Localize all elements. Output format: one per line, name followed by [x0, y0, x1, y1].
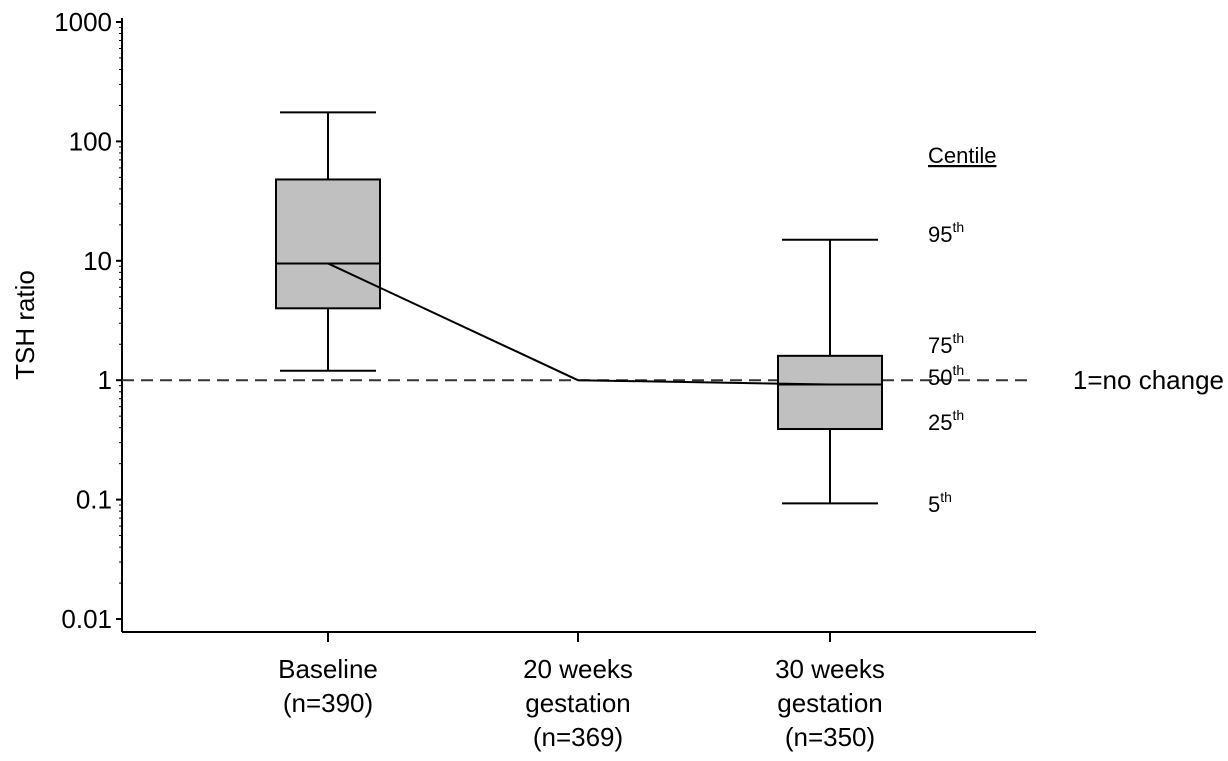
y-tick-label: 1 [98, 365, 112, 395]
x-category-label-line: (n=350) [785, 722, 875, 752]
centile-number: 25 [928, 410, 952, 435]
x-category-label-line: (n=369) [533, 722, 623, 752]
y-tick-label: 1000 [54, 7, 112, 37]
x-category-label-line: Baseline [278, 654, 378, 684]
centile-suffix: th [952, 330, 964, 346]
centile-suffix: th [952, 219, 964, 235]
median-trend-line-group [327, 262, 831, 386]
legend-centile-label: 5th [928, 489, 952, 517]
legend-centile-label: 25th [928, 407, 964, 435]
centile-number: 5 [928, 492, 940, 517]
x-category-label-line: 30 weeks [775, 654, 885, 684]
legend-centile-label: 75th [928, 330, 964, 358]
reference-line-group: 1=no change [122, 365, 1224, 395]
centile-suffix: th [940, 489, 952, 505]
y-tick-label: 100 [69, 126, 112, 156]
box-2 [777, 238, 883, 505]
legend-centile-label: 50th [928, 362, 964, 390]
median-trend-line [327, 262, 831, 386]
centile-number: 95 [928, 222, 952, 247]
box-0 [275, 111, 381, 372]
centile-suffix: th [952, 362, 964, 378]
x-category-label-line: 20 weeks [523, 654, 633, 684]
y-tick-label: 0.1 [76, 485, 112, 515]
legend-title: Centile [928, 143, 996, 168]
centile-number: 50 [928, 365, 952, 390]
x-axis-category-labels: Baseline (n=390) 20 weeks gestation (n=369) 3… [278, 654, 885, 752]
x-category-label-line: (n=390) [283, 688, 373, 718]
reference-line-label: 1=no change [1073, 365, 1224, 395]
axes: 0.01 0.1 1 10 100 1000 [54, 7, 1036, 642]
interquartile-box [777, 354, 883, 431]
x-category-label-line: gestation [777, 688, 883, 718]
y-axis-label: TSH ratio [10, 270, 40, 380]
centile-number: 75 [928, 333, 952, 358]
interquartile-box [275, 178, 381, 310]
y-tick-label: 10 [83, 246, 112, 276]
y-tick-label: 0.01 [61, 604, 112, 634]
boxes [275, 111, 883, 505]
x-category-label-line: gestation [525, 688, 631, 718]
centile-suffix: th [952, 407, 964, 423]
legend-centile-label: 95th [928, 219, 964, 247]
